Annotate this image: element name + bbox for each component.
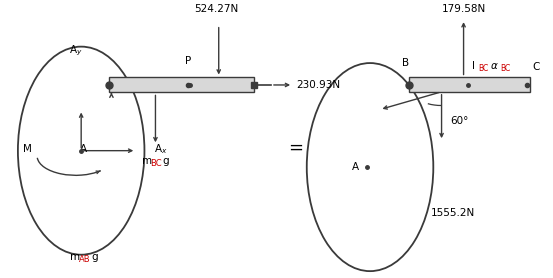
Text: A$_x$: A$_x$ <box>154 142 168 156</box>
Text: 179.58N: 179.58N <box>441 4 486 14</box>
Text: A: A <box>352 162 359 172</box>
Text: =: = <box>288 139 303 157</box>
Text: C: C <box>533 62 540 72</box>
Text: I: I <box>472 61 475 71</box>
Text: $\alpha$: $\alpha$ <box>490 61 499 71</box>
Text: m: m <box>70 252 80 262</box>
Text: BC: BC <box>500 64 510 73</box>
Text: 60°: 60° <box>450 116 468 126</box>
Text: M: M <box>23 144 32 154</box>
Text: g: g <box>91 252 98 262</box>
Text: g: g <box>163 156 169 166</box>
Text: 1555.2N: 1555.2N <box>430 208 474 218</box>
Text: A$_y$: A$_y$ <box>69 43 82 58</box>
Text: A: A <box>80 144 87 154</box>
Text: B: B <box>402 58 409 68</box>
Text: m: m <box>142 156 152 166</box>
Text: 230.93N: 230.93N <box>296 80 340 90</box>
Text: AB: AB <box>79 255 91 264</box>
Text: BC: BC <box>478 64 489 73</box>
Text: P: P <box>185 56 191 66</box>
Bar <box>109 78 254 93</box>
Text: 524.27N: 524.27N <box>194 4 238 14</box>
Text: BC: BC <box>150 159 162 168</box>
Bar <box>409 78 530 93</box>
